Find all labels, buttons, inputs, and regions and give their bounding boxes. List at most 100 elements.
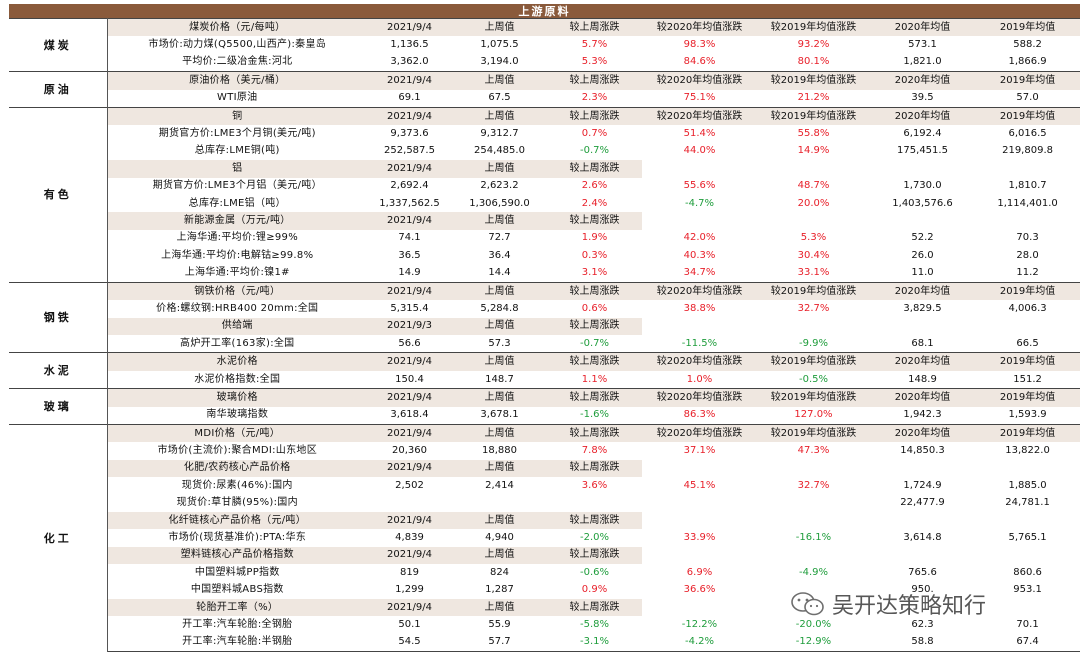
header-label: 煤炭价格（元/每吨）	[107, 18, 367, 37]
cell-avg-2020: 148.9	[870, 370, 975, 390]
cell-current: 14.9	[367, 264, 452, 283]
header-wow-change: 较上周涨跌	[547, 388, 642, 407]
cell-current: 50.1	[398, 618, 421, 630]
header-current: 2021/9/4	[367, 18, 452, 37]
cell-avg-2020: 1,821.0	[870, 53, 975, 73]
cell-avg-2019: 1,866.9	[975, 53, 1080, 73]
header-avg-2020	[870, 547, 975, 564]
header-vs-2020-change: 较2020年均值涨跌	[642, 352, 757, 371]
cell-avg-2020: 26.0	[911, 249, 934, 261]
header-current: 2021/9/4	[367, 106, 452, 126]
cell-last-week: 36.4	[488, 249, 511, 261]
header-vs-2019-change: 较2019年均值涨跌	[757, 18, 870, 37]
cell-label: 市场价:动力煤(Q5500,山西产):秦皇岛	[148, 39, 327, 51]
table-row: 市场价:动力煤(Q5500,山西产):秦皇岛 1,136.5 1,075.5 5.7%…	[9, 36, 1080, 53]
table-row: 价格:螺纹钢:HRB400 20mm:全国 5,315.4 5,284.8 0.6% 3…	[9, 300, 1080, 317]
cell-vs-2020-change: 37.1%	[683, 445, 716, 457]
cell-last-week: 1,287	[485, 584, 514, 596]
cell-avg-2019: 70.1	[1016, 618, 1039, 630]
cell-current: 54.5	[367, 633, 452, 653]
header-vs-2019-change: 较2019年均值涨跌	[757, 106, 870, 126]
section-header-row: 铝 2021/9/4 上周值 较上周涨跌	[9, 160, 1080, 178]
header-vs-2020-change: 较2020年均值涨跌	[642, 423, 757, 443]
cell-vs-2019-change: 55.8%	[797, 128, 830, 140]
table-row: 南华玻璃指数 3,618.4 3,678.1 -1.6% 86.3% 127.0% 1,94…	[9, 406, 1080, 425]
cell-avg-2020: 52.2	[911, 232, 934, 244]
cell-last-week: 148.7	[452, 370, 547, 390]
cell-vs-2019-change: 32.7%	[797, 479, 830, 491]
table-row: 市场价(现货基准价):PTA:华东 4,839 4,940 -2.0% 33.9% -16…	[9, 529, 1080, 546]
cell-wow-change: 2.3%	[547, 89, 642, 108]
table-row: 上海华通:平均价:电解钴≥99.8% 36.5 36.4 0.3% 40.3% 30.4%…	[9, 247, 1080, 264]
header-current: 2021/9/4	[367, 160, 452, 178]
cell-vs-2020-change: 33.9%	[683, 532, 716, 544]
header-last-week: 上周值	[452, 546, 547, 565]
cell-avg-2019: 66.5	[975, 335, 1080, 354]
cell-label: 市场价(主流价):聚合MDI:山东地区	[157, 445, 318, 457]
cell-avg-2020: 14,850.3	[900, 445, 945, 457]
cell-avg-2020: 1,942.3	[870, 406, 975, 425]
header-wow-change: 较上周涨跌	[547, 352, 642, 371]
cell-wow-change: -0.6%	[579, 566, 609, 578]
header-current: 2021/9/4	[367, 598, 452, 617]
cell-label: 期货官方价:LME3个月铜(美元/吨)	[158, 128, 316, 140]
cell-avg-2020: 62.3	[911, 618, 934, 630]
cell-last-week: 824	[489, 566, 510, 578]
table-row: 现货价:尿素(46%):国内 2,502 2,414 3.6% 45.1% 32.7% 1,…	[9, 477, 1080, 494]
cell-wow-change: -0.7%	[579, 145, 609, 157]
header-wow-change: 较上周涨跌	[547, 71, 642, 90]
cell-avg-2019: 67.4	[975, 633, 1080, 653]
header-avg-2019	[975, 212, 1080, 229]
header-avg-2020	[870, 212, 975, 229]
table-row: 上海华通:平均价:镍1# 14.9 14.4 3.1% 34.7% 33.1% 11.0 11…	[9, 264, 1080, 283]
header-avg-2019: 2019年均值	[975, 352, 1080, 371]
cell-last-week: 3,678.1	[452, 406, 547, 425]
cell-avg-2020: 58.8	[870, 633, 975, 653]
header-last-week: 上周值	[452, 106, 547, 126]
cell-current: 69.1	[367, 89, 452, 108]
cell-last-week: 5,284.8	[480, 302, 519, 314]
upstream-materials-table: 上游原料 煤炭 煤炭价格（元/每吨） 2021/9/4 上周值 较上周涨跌 较2020年均…	[9, 4, 1080, 653]
cell-wow-change: 2.4%	[581, 197, 608, 209]
cell-vs-2019-change: -0.5%	[757, 370, 870, 390]
cell-label: 现货价:草甘膦(95%):国内	[176, 497, 298, 509]
header-wow-change: 较上周涨跌	[547, 212, 642, 230]
cell-avg-2019: 219,809.8	[1002, 145, 1053, 157]
header-vs-2020-change: 较2020年均值涨跌	[642, 106, 757, 126]
cell-avg-2020: 68.1	[870, 335, 975, 354]
cell-vs-2020-change: 38.8%	[683, 302, 716, 314]
cell-vs-2019-change	[757, 495, 870, 512]
category-label: 有色	[9, 106, 108, 283]
wechat-logo-icon	[791, 592, 824, 616]
cell-wow-change	[547, 495, 642, 512]
cell-avg-2020: 1,724.9	[903, 479, 942, 491]
cell-current: 1,337,562.5	[379, 197, 440, 209]
cell-vs-2020-change: -4.2%	[642, 633, 757, 653]
cell-label: 上海华通:平均价:镍1#	[107, 264, 367, 283]
cell-vs-2019-change: -9.9%	[757, 335, 870, 354]
cell-vs-2020-change: 84.6%	[642, 53, 757, 73]
header-avg-2020: 2020年均值	[870, 18, 975, 37]
section-header-row: 有色铜 2021/9/4 上周值 较上周涨跌 较2020年均值涨跌 较2019年均值涨跌 2…	[9, 106, 1080, 283]
cell-last-week: 14.4	[452, 264, 547, 283]
header-wow-change: 较上周涨跌	[547, 511, 642, 530]
category-label: 水泥	[9, 352, 108, 389]
cell-label: 开工率:汽车轮胎:全钢胎	[182, 618, 293, 630]
cell-last-week: 57.3	[452, 335, 547, 354]
cell-last-week: 72.7	[488, 232, 511, 244]
header-wow-change: 较上周涨跌	[547, 546, 642, 565]
header-last-week: 上周值	[452, 71, 547, 90]
cell-wow-change: 5.3%	[547, 53, 642, 73]
cell-vs-2019-change: 20.0%	[797, 197, 830, 209]
cell-label: 期货官方价:LME3个月铝（美元/吨）	[152, 180, 322, 192]
cell-label: 高炉开工率(163家):全国	[107, 335, 367, 354]
cell-label: 市场价(现货基准价):PTA:华东	[168, 532, 307, 544]
header-vs-2019-change	[757, 318, 870, 335]
cell-avg-2019: 1,885.0	[1008, 479, 1047, 491]
cell-wow-change: 7.8%	[581, 445, 608, 457]
cell-avg-2019: 13,822.0	[1005, 445, 1050, 457]
cell-label: 中国塑料城ABS指数	[190, 584, 284, 596]
category-label: 原油	[9, 71, 108, 108]
header-vs-2020-change	[642, 547, 757, 564]
watermark-text: 吴开达策略知行	[832, 594, 987, 619]
